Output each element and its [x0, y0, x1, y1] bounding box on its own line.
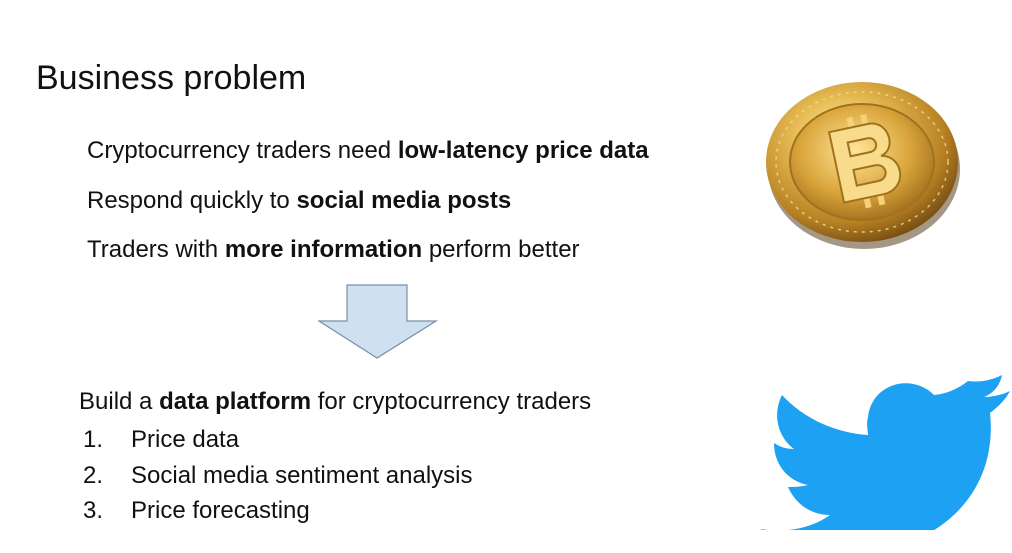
- point-low-latency: Cryptocurrency traders need low-latency …: [87, 136, 649, 166]
- point-emphasis: social media posts: [296, 187, 512, 214]
- list-item: 1. Price data: [83, 422, 473, 458]
- step-label: Price data: [131, 426, 240, 453]
- point-text-tail: perform better: [422, 236, 580, 263]
- twitter-bird-icon: [760, 375, 1010, 530]
- step-label: Social media sentiment analysis: [131, 461, 473, 489]
- point-text: Traders with: [87, 236, 225, 263]
- point-social-media: Respond quickly to social media posts: [87, 186, 511, 216]
- slide-title: Business problem: [36, 59, 307, 97]
- goal-text: Build a: [79, 388, 160, 415]
- goal-statement: Build a data platform for cryptocurrency…: [79, 387, 591, 417]
- step-number: 2.: [83, 461, 104, 489]
- point-emphasis: low-latency price data: [397, 137, 649, 164]
- bitcoin-coin-icon: [766, 82, 960, 249]
- list-item: 2. Social media sentiment analysis: [83, 458, 473, 494]
- step-label: Price forecasting: [131, 497, 310, 524]
- point-text: Respond quickly to: [87, 187, 297, 214]
- step-number: 1.: [83, 426, 104, 453]
- point-text: Cryptocurrency traders need: [87, 137, 398, 164]
- list-item: 3. Price forecasting: [83, 493, 473, 529]
- point-emphasis: more information: [224, 236, 423, 263]
- point-more-information: Traders with more information perform be…: [87, 235, 580, 265]
- goal-emphasis: data platform: [159, 388, 312, 415]
- steps-list: 1. Price data 2. Social media sentiment an…: [83, 422, 473, 529]
- step-number: 3.: [83, 497, 104, 524]
- goal-text-tail: for cryptocurrency traders: [311, 388, 592, 415]
- down-arrow-icon: [318, 284, 438, 359]
